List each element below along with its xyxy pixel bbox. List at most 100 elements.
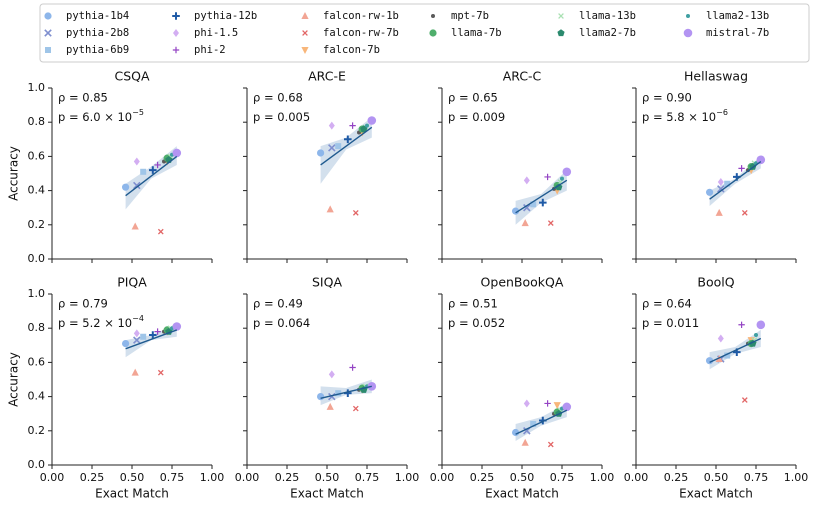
panel-title: PIQA bbox=[117, 275, 147, 290]
legend-marker bbox=[301, 12, 309, 19]
rho-annotation: ρ = 0.85 bbox=[58, 91, 108, 105]
y-tick-label: 0.2 bbox=[28, 424, 46, 437]
point bbox=[547, 441, 554, 448]
point bbox=[530, 420, 537, 427]
point bbox=[133, 336, 141, 344]
legend-marker bbox=[557, 29, 565, 37]
point bbox=[122, 339, 130, 348]
rho-annotation: ρ = 0.90 bbox=[642, 91, 692, 105]
panel-title: CSQA bbox=[114, 69, 150, 84]
point bbox=[317, 393, 325, 401]
legend-marker bbox=[683, 28, 693, 38]
x-axis-label: Exact Match bbox=[95, 487, 169, 501]
x-tick-label: 1.00 bbox=[395, 471, 420, 484]
x-axis-label: Exact Match bbox=[485, 487, 559, 501]
point bbox=[523, 203, 531, 212]
p-value: p = 0.005 bbox=[253, 110, 310, 124]
x-tick-label: 0.75 bbox=[744, 471, 769, 484]
x-tick-label: 0.50 bbox=[315, 471, 340, 484]
point bbox=[328, 392, 336, 401]
point bbox=[133, 181, 141, 190]
legend-label: falcon-rw-7b bbox=[323, 27, 399, 39]
legend-box bbox=[39, 3, 810, 63]
y-tick-label: 0.2 bbox=[28, 218, 46, 231]
confidence-band bbox=[515, 170, 567, 225]
point bbox=[562, 167, 572, 177]
p-value: p = 0.052 bbox=[448, 316, 505, 330]
y-tick-label: 0.0 bbox=[28, 458, 46, 471]
p-annotation: p = 0.064 bbox=[253, 316, 310, 330]
rho-annotation: ρ = 0.51 bbox=[448, 297, 498, 311]
x-tick-label: 0.00 bbox=[624, 471, 649, 484]
y-tick-label: 0.4 bbox=[28, 184, 46, 197]
point bbox=[140, 168, 147, 175]
legend-label: llama2-13b bbox=[706, 10, 769, 22]
rho-annotation: ρ = 0.79 bbox=[58, 297, 108, 311]
p-value: p = 6.0 × 10 bbox=[58, 110, 132, 124]
point bbox=[562, 402, 572, 412]
point bbox=[149, 166, 157, 174]
y-tick-label: 0.4 bbox=[28, 390, 46, 403]
p-value: p = 0.011 bbox=[642, 316, 699, 330]
point bbox=[317, 149, 325, 157]
x-tick-label: 0.25 bbox=[664, 471, 689, 484]
x-tick-label: 0.00 bbox=[430, 471, 455, 484]
point bbox=[352, 405, 359, 412]
legend-marker bbox=[172, 46, 180, 54]
point bbox=[706, 188, 714, 196]
point bbox=[756, 320, 766, 330]
point bbox=[365, 123, 369, 128]
legend-marker bbox=[173, 29, 179, 37]
x-axis-label: Exact Match bbox=[679, 487, 753, 501]
x-tick-label: 0.25 bbox=[470, 471, 495, 484]
rho-annotation: ρ = 0.65 bbox=[448, 91, 498, 105]
point bbox=[349, 364, 356, 371]
point bbox=[122, 183, 130, 191]
p-annotation: p = 5.8 × 10−6 bbox=[642, 108, 728, 124]
panel-title: ARC-E bbox=[308, 69, 346, 84]
legend-marker bbox=[301, 47, 309, 54]
confidence-band bbox=[709, 329, 761, 370]
legend-marker bbox=[686, 14, 690, 18]
point bbox=[741, 397, 748, 403]
rho-annotation: ρ = 0.49 bbox=[253, 297, 303, 311]
y-tick-label: 0.8 bbox=[28, 321, 46, 334]
point bbox=[131, 222, 139, 230]
x-tick-label: 0.75 bbox=[550, 471, 575, 484]
point bbox=[149, 331, 157, 339]
x-tick-label: 0.75 bbox=[355, 471, 380, 484]
point bbox=[523, 399, 530, 408]
point bbox=[756, 155, 766, 165]
p-value: p = 5.8 × 10 bbox=[642, 110, 716, 124]
panel-title: SIQA bbox=[312, 275, 342, 290]
p-value: p = 5.2 × 10 bbox=[58, 316, 132, 330]
y-tick-label: 0.8 bbox=[28, 115, 46, 128]
p-annotation: p = 6.0 × 10−5 bbox=[58, 108, 144, 124]
legend-marker bbox=[302, 30, 308, 36]
rho-annotation: ρ = 0.64 bbox=[642, 297, 692, 311]
point bbox=[344, 135, 352, 144]
point bbox=[521, 219, 529, 227]
point bbox=[328, 121, 335, 130]
point bbox=[349, 122, 356, 129]
point bbox=[140, 333, 147, 340]
fit-line bbox=[125, 155, 178, 197]
point bbox=[547, 220, 554, 226]
legend-label: pythia-1b4 bbox=[66, 10, 129, 22]
point bbox=[328, 144, 336, 152]
p-exponent: −5 bbox=[132, 108, 144, 117]
p-annotation: p = 0.011 bbox=[642, 316, 699, 330]
y-tick-label: 0.0 bbox=[28, 252, 46, 265]
point bbox=[335, 143, 342, 150]
rho-annotation: ρ = 0.68 bbox=[253, 91, 303, 105]
p-annotation: p = 0.052 bbox=[448, 316, 505, 330]
legend-label: pythia-2b8 bbox=[66, 27, 129, 39]
legend-label: llama2-7b bbox=[579, 27, 636, 39]
fit-line bbox=[709, 160, 762, 200]
point bbox=[738, 321, 745, 328]
y-axis-label: Accuracy bbox=[7, 352, 21, 407]
panel-title: OpenBookQA bbox=[481, 275, 564, 290]
panel-title: BoolQ bbox=[697, 275, 734, 290]
x-tick-label: 1.00 bbox=[784, 471, 809, 484]
x-tick-label: 1.00 bbox=[200, 471, 225, 484]
